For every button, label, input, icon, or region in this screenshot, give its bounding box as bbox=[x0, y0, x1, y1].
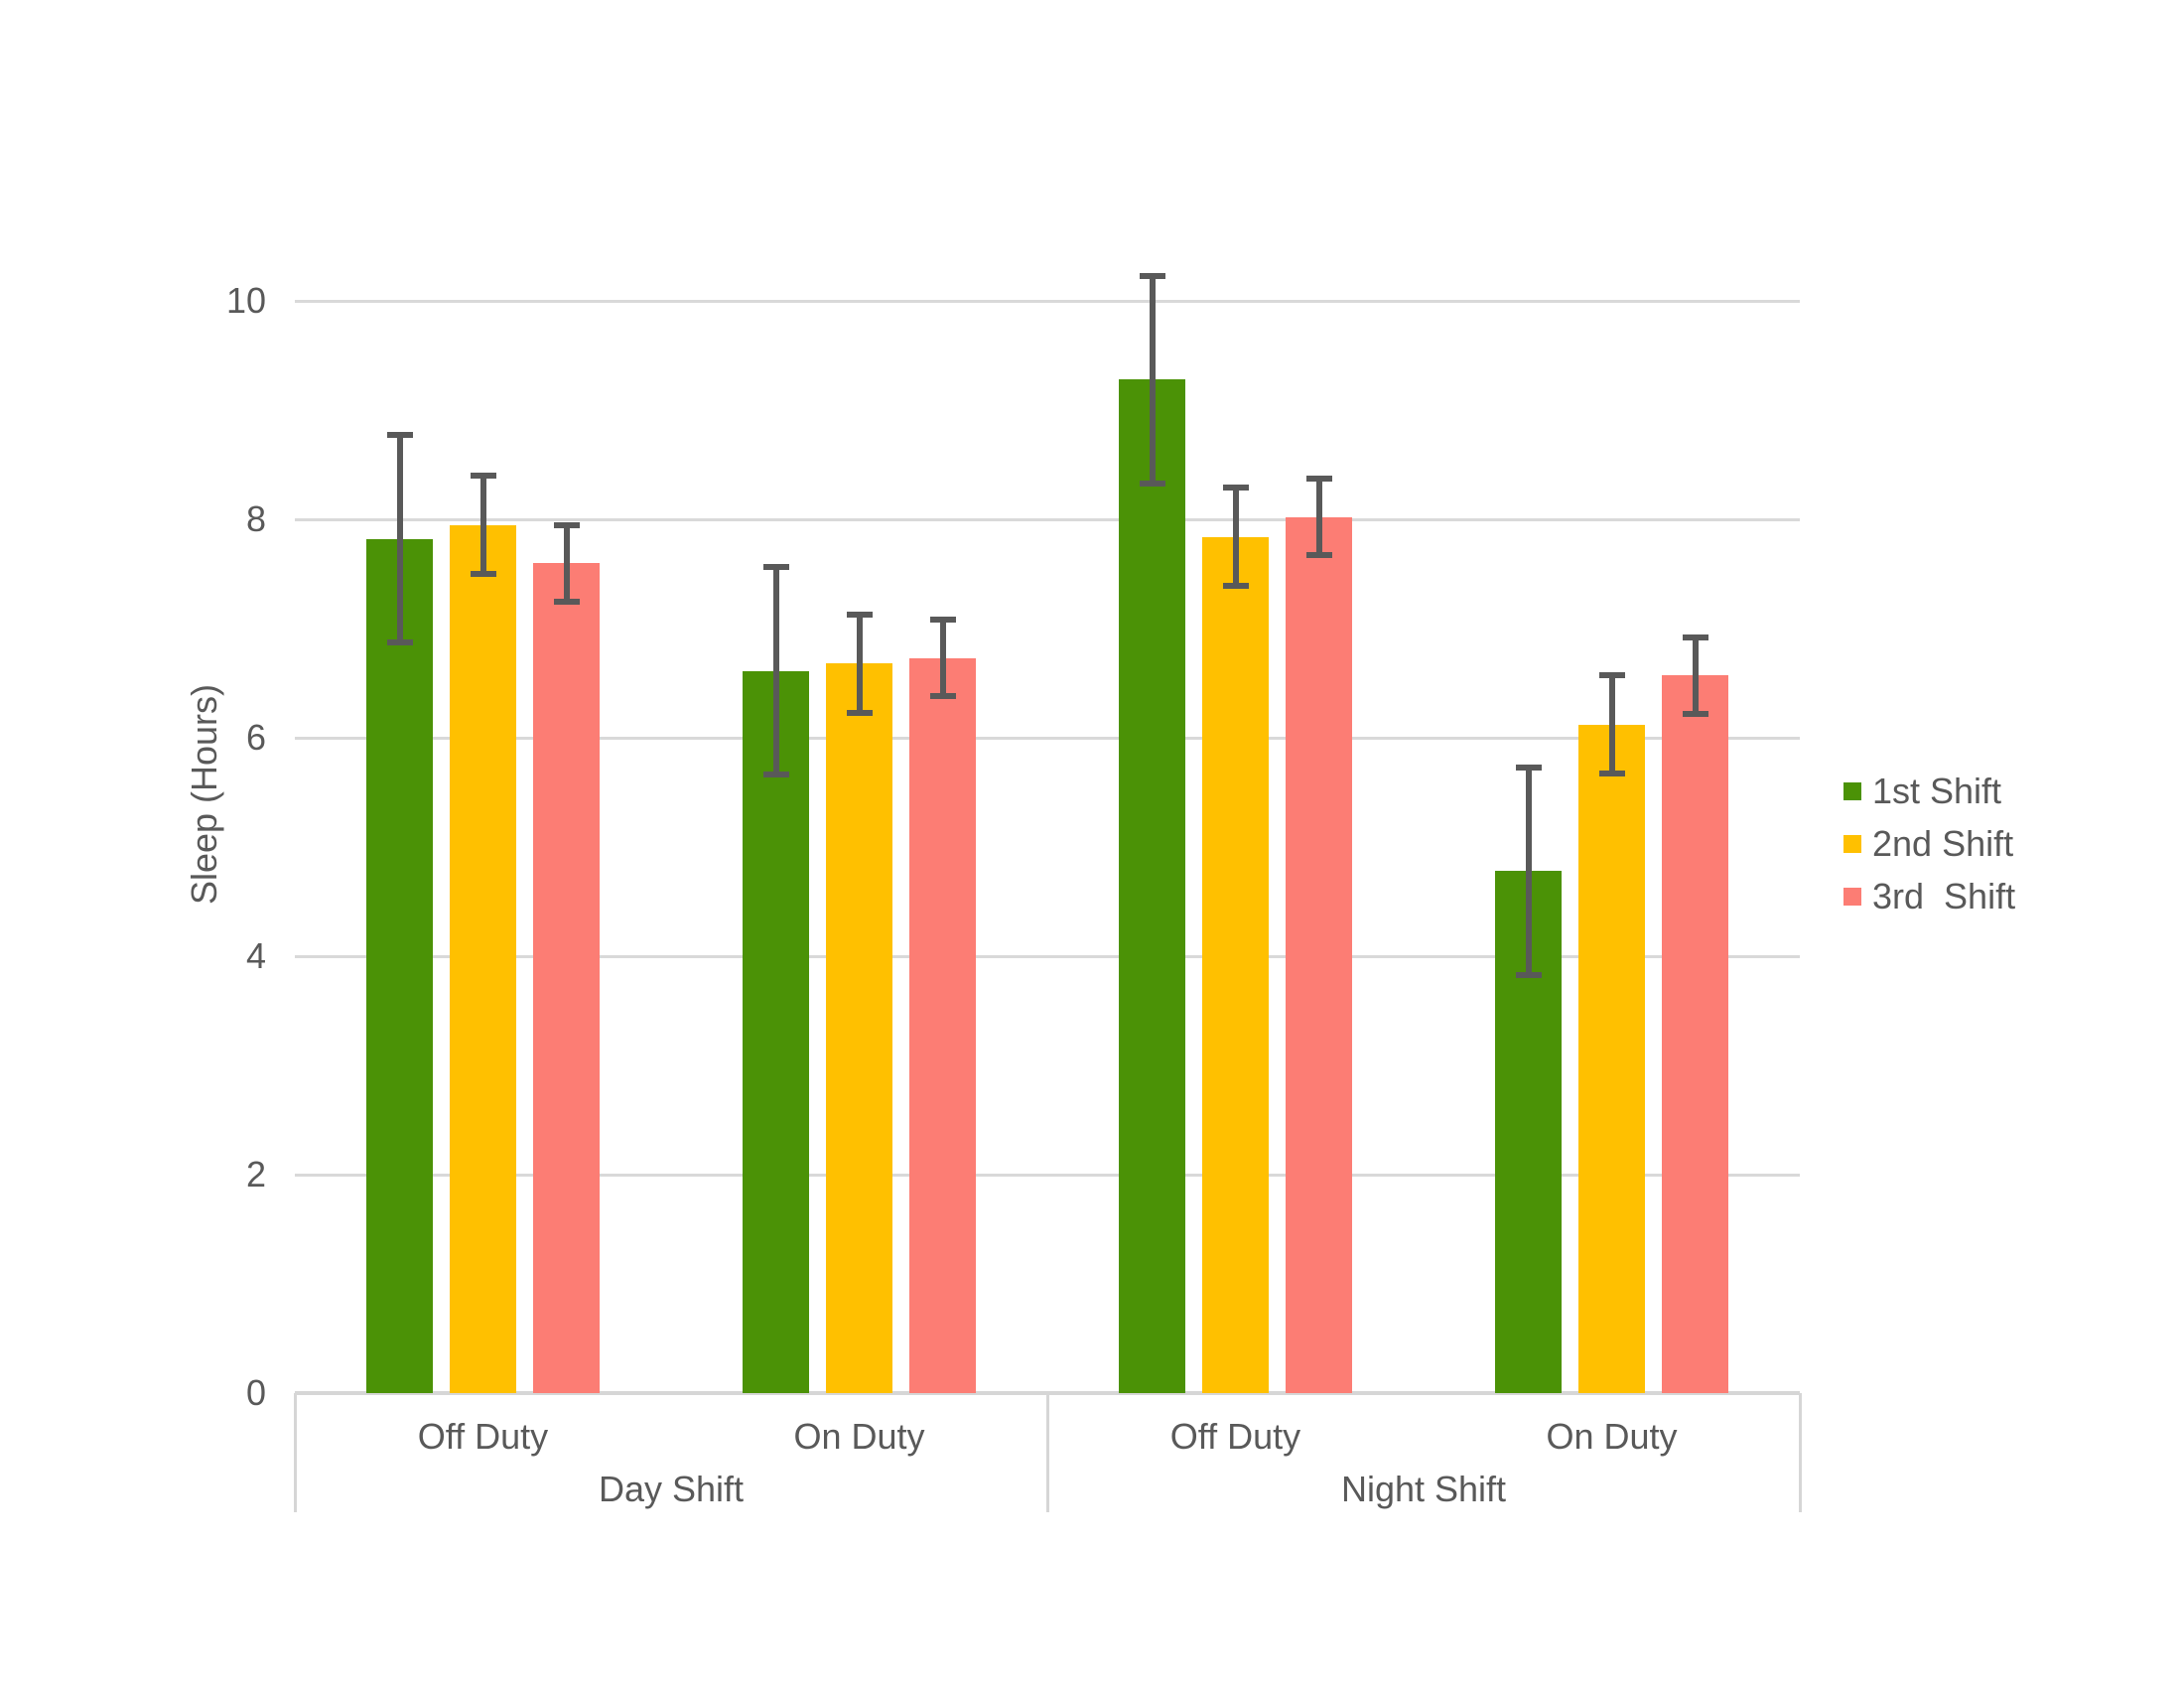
category-label-duty-3: On Duty bbox=[1546, 1416, 1678, 1457]
legend: 1st Shift 2nd Shift 3rd Shift bbox=[1843, 771, 2016, 916]
error-bar-cap-top-3rd-shift-group0 bbox=[553, 521, 580, 528]
error-bar-line-3rd-shift-group2 bbox=[1315, 479, 1322, 556]
legend-swatch-2nd-shift bbox=[1843, 835, 1861, 853]
error-bar-cap-bottom-2nd-shift-group2 bbox=[1222, 583, 1249, 590]
error-bar-line-1st-shift-group3 bbox=[1525, 767, 1532, 975]
y-tick-label-4: 4 bbox=[245, 935, 266, 976]
error-bar-cap-bottom-2nd-shift-group3 bbox=[1598, 771, 1625, 777]
gridline-y2 bbox=[295, 1173, 1800, 1177]
gridline-y8 bbox=[295, 517, 1800, 521]
error-bar-line-2nd-shift-group1 bbox=[856, 614, 863, 713]
category-label-duty-2: Off Duty bbox=[1169, 1416, 1301, 1457]
bar-1st-shift-group0 bbox=[366, 538, 433, 1393]
category-axis-border-2 bbox=[1798, 1393, 1802, 1512]
category-label-shift-0: Day Shift bbox=[598, 1469, 745, 1509]
error-bar-cap-bottom-1st-shift-group2 bbox=[1139, 480, 1165, 487]
error-bar-cap-top-2nd-shift-group1 bbox=[846, 611, 873, 618]
bar-3rd-shift-group0 bbox=[533, 563, 600, 1393]
category-label-duty-1: On Duty bbox=[793, 1416, 925, 1457]
legend-item-1st-shift: 1st Shift bbox=[1843, 771, 2015, 811]
error-bar-cap-top-2nd-shift-group3 bbox=[1598, 672, 1625, 679]
legend-item-3rd-shift: 3rd Shift bbox=[1843, 876, 2016, 916]
legend-swatch-3rd-shift bbox=[1843, 888, 1861, 906]
y-tick-label-0: 0 bbox=[245, 1372, 266, 1413]
error-bar-cap-top-2nd-shift-group0 bbox=[470, 473, 496, 479]
error-bar-cap-top-2nd-shift-group2 bbox=[1222, 485, 1249, 492]
category-label-shift-1: Night Shift bbox=[1340, 1469, 1507, 1509]
gridline-y4 bbox=[295, 954, 1800, 958]
error-bar-cap-bottom-3rd-shift-group0 bbox=[553, 598, 580, 605]
legend-label-1st-shift: 1st Shift bbox=[1872, 771, 2002, 811]
y-tick-label-8: 8 bbox=[245, 498, 266, 539]
legend-label-3rd-shift: 3rd Shift bbox=[1872, 876, 2016, 916]
y-tick-label-6: 6 bbox=[245, 717, 266, 758]
bar-1st-shift-group2 bbox=[1119, 379, 1185, 1393]
bar-3rd-shift-group3 bbox=[1662, 675, 1728, 1393]
error-bar-line-2nd-shift-group2 bbox=[1232, 488, 1239, 587]
legend-label-2nd-shift: 2nd Shift bbox=[1872, 823, 2014, 864]
error-bar-cap-top-1st-shift-group3 bbox=[1515, 764, 1542, 771]
error-bar-cap-top-1st-shift-group0 bbox=[386, 432, 413, 439]
error-bar-cap-top-1st-shift-group1 bbox=[762, 564, 789, 571]
error-bar-line-1st-shift-group2 bbox=[1149, 275, 1156, 484]
bar-2nd-shift-group0 bbox=[450, 524, 516, 1393]
error-bar-line-1st-shift-group0 bbox=[396, 435, 403, 643]
legend-item-2nd-shift: 2nd Shift bbox=[1843, 823, 2015, 864]
error-bar-cap-bottom-3rd-shift-group2 bbox=[1305, 552, 1332, 559]
error-bar-line-3rd-shift-group3 bbox=[1692, 636, 1699, 714]
gridline-y10 bbox=[295, 299, 1800, 303]
error-bar-cap-top-3rd-shift-group2 bbox=[1305, 476, 1332, 483]
bar-3rd-shift-group2 bbox=[1286, 516, 1352, 1393]
gridline-y6 bbox=[295, 736, 1800, 740]
error-bar-cap-bottom-1st-shift-group0 bbox=[386, 639, 413, 646]
error-bar-cap-top-3rd-shift-group1 bbox=[929, 617, 956, 624]
error-bar-line-1st-shift-group1 bbox=[772, 567, 779, 775]
error-bar-line-3rd-shift-group1 bbox=[939, 620, 946, 697]
bar-3rd-shift-group1 bbox=[909, 657, 976, 1393]
y-tick-label-10: 10 bbox=[225, 280, 266, 321]
legend-swatch-1st-shift bbox=[1843, 782, 1861, 800]
error-bar-cap-top-3rd-shift-group3 bbox=[1682, 633, 1708, 640]
bar-1st-shift-group1 bbox=[743, 670, 809, 1393]
error-bar-cap-bottom-1st-shift-group1 bbox=[762, 772, 789, 778]
bar-2nd-shift-group1 bbox=[826, 663, 892, 1393]
category-axis-border-1 bbox=[1045, 1393, 1049, 1512]
error-bar-cap-bottom-2nd-shift-group1 bbox=[846, 709, 873, 716]
bar-2nd-shift-group3 bbox=[1578, 724, 1645, 1393]
bar-2nd-shift-group2 bbox=[1202, 536, 1269, 1393]
category-label-duty-0: Off Duty bbox=[417, 1416, 549, 1457]
y-tick-label-2: 2 bbox=[245, 1154, 266, 1195]
error-bar-cap-top-1st-shift-group2 bbox=[1139, 272, 1165, 279]
category-axis-border-0 bbox=[293, 1393, 297, 1512]
error-bar-line-2nd-shift-group3 bbox=[1608, 675, 1615, 774]
error-bar-cap-bottom-2nd-shift-group0 bbox=[470, 571, 496, 577]
error-bar-cap-bottom-3rd-shift-group3 bbox=[1682, 710, 1708, 717]
error-bar-cap-bottom-1st-shift-group3 bbox=[1515, 971, 1542, 978]
error-bar-cap-bottom-3rd-shift-group1 bbox=[929, 693, 956, 700]
error-bar-line-3rd-shift-group0 bbox=[563, 524, 570, 602]
error-bar-line-2nd-shift-group0 bbox=[479, 476, 486, 574]
